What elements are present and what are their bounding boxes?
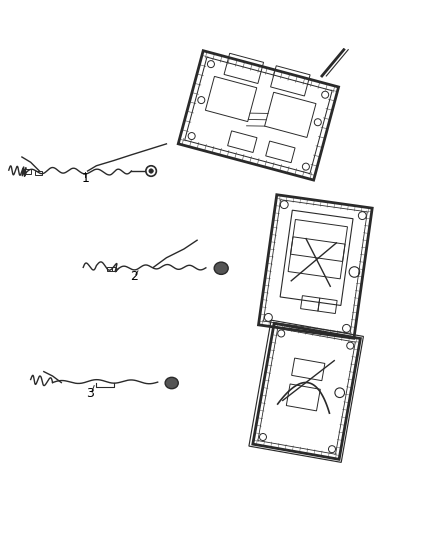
- Bar: [24, 169, 31, 174]
- Circle shape: [149, 169, 153, 173]
- Text: 3: 3: [86, 387, 94, 400]
- Bar: [112, 268, 116, 271]
- Bar: [107, 268, 112, 271]
- Text: 2: 2: [130, 270, 138, 282]
- Bar: [35, 171, 42, 175]
- Ellipse shape: [165, 377, 178, 389]
- Text: 1: 1: [81, 172, 89, 185]
- Ellipse shape: [214, 262, 228, 274]
